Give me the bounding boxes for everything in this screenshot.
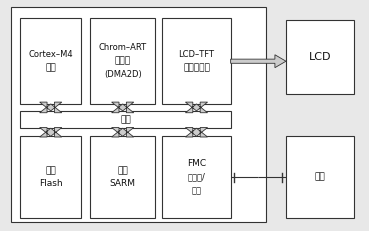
Text: Flash: Flash — [39, 179, 63, 188]
Polygon shape — [40, 128, 62, 137]
Text: Chrom–ART: Chrom–ART — [99, 43, 147, 52]
Text: 外部局/: 外部局/ — [187, 173, 206, 182]
Text: 内部: 内部 — [117, 166, 128, 175]
Bar — [20, 111, 231, 128]
Text: (DMA2D): (DMA2D) — [104, 70, 142, 79]
Text: FMC: FMC — [187, 159, 206, 168]
Text: 总线: 总线 — [120, 115, 131, 124]
Text: 加速器: 加速器 — [115, 57, 131, 66]
Bar — [90, 18, 155, 104]
Bar — [11, 7, 266, 222]
Bar — [20, 18, 81, 104]
Text: LCD: LCD — [309, 52, 331, 62]
Polygon shape — [231, 55, 286, 68]
Bar — [162, 136, 231, 218]
Bar — [286, 136, 354, 218]
Polygon shape — [111, 102, 134, 113]
Text: 控制: 控制 — [192, 186, 201, 195]
Polygon shape — [185, 102, 207, 113]
Text: 内部: 内部 — [45, 166, 56, 175]
Bar — [90, 136, 155, 218]
Text: 外部: 外部 — [315, 173, 325, 182]
Text: 液晶控制器: 液晶控制器 — [183, 64, 210, 72]
Text: LCD–TFT: LCD–TFT — [179, 50, 214, 59]
Polygon shape — [111, 128, 134, 137]
Text: 内核: 内核 — [45, 64, 56, 72]
Bar — [20, 136, 81, 218]
Bar — [162, 18, 231, 104]
Text: Cortex–M4: Cortex–M4 — [28, 50, 73, 59]
Text: SARM: SARM — [110, 179, 136, 188]
Polygon shape — [40, 102, 62, 113]
Bar — [286, 20, 354, 94]
Polygon shape — [185, 128, 207, 137]
